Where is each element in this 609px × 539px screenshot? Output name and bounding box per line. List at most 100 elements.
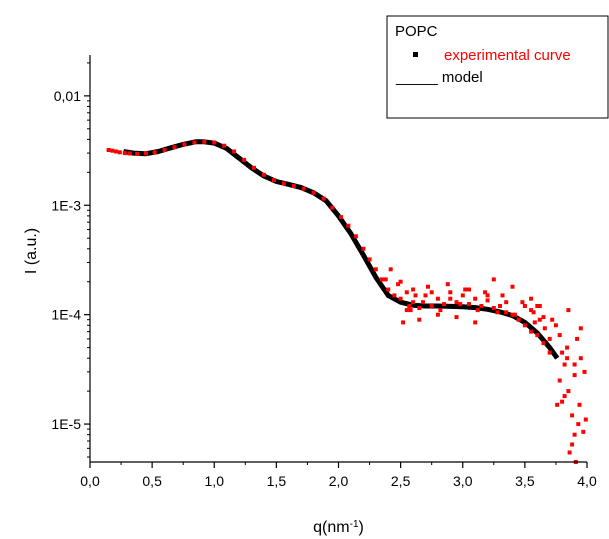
experimental-point	[572, 373, 577, 378]
experimental-point	[398, 296, 403, 301]
y-tick-label-0: 1E-5	[51, 416, 81, 432]
x-tick-label-4: 2,0	[329, 473, 349, 489]
experimental-point	[192, 140, 197, 145]
experimental-point	[570, 442, 575, 447]
experimental-point	[475, 308, 480, 313]
experimental-point	[110, 148, 115, 153]
experimental-point	[222, 143, 227, 148]
experimental-point	[421, 300, 425, 305]
experimental-point	[537, 304, 542, 308]
experimental-point	[135, 151, 140, 156]
experimental-point	[417, 317, 422, 322]
experimental-point	[117, 150, 122, 155]
x-axis-title: q(nm-1)	[313, 519, 364, 537]
experimental-point	[271, 178, 276, 183]
experimental-point	[404, 308, 409, 313]
experimental-point	[143, 151, 148, 156]
experimental-point	[346, 223, 351, 228]
experimental-point	[570, 413, 575, 418]
experimental-point	[435, 312, 440, 317]
experimental-point	[435, 296, 440, 301]
experimental-point	[212, 140, 217, 145]
x-tick-label-3: 1,5	[267, 473, 287, 489]
experimental-point	[392, 293, 397, 298]
experimental-point	[423, 293, 428, 298]
experimental-point	[566, 308, 571, 313]
experimental-point	[383, 277, 388, 282]
experimental-point	[555, 402, 560, 407]
experimental-point	[566, 389, 571, 394]
experimental-point	[467, 302, 471, 307]
experimental-point	[122, 151, 127, 156]
x-tick-label-5: 2,5	[391, 473, 411, 489]
y-tick-label-2: 1E-3	[51, 197, 81, 213]
experimental-point	[565, 356, 570, 361]
experimental-point	[572, 432, 577, 437]
x-tick-label-1: 0,5	[142, 473, 162, 489]
experimental-point	[520, 300, 525, 305]
experimental-point	[438, 308, 443, 313]
experimental-point	[542, 326, 547, 331]
experimental-point	[353, 234, 358, 239]
experimental-point	[162, 148, 167, 152]
experimental-point	[565, 345, 570, 350]
experimental-point	[467, 287, 471, 292]
experimental-point	[516, 317, 521, 322]
experimental-point	[557, 333, 562, 338]
experimental-point	[553, 323, 558, 328]
experimental-point	[567, 450, 572, 455]
experimental-point	[529, 308, 534, 313]
experimental-point	[547, 350, 552, 355]
experimental-point	[529, 296, 534, 301]
experimental-point	[429, 304, 434, 308]
experimental-point	[582, 369, 587, 374]
experimental-point	[473, 320, 478, 325]
experimental-point	[560, 399, 565, 404]
experimental-point	[401, 320, 406, 325]
experimental-point	[152, 150, 157, 155]
experimental-point	[242, 157, 247, 162]
experimental-point	[583, 417, 588, 422]
experimental-point	[398, 279, 403, 284]
experimental-point	[252, 165, 256, 170]
x-tick-label-8: 4,0	[577, 473, 597, 489]
x-tick-label-2: 1,0	[205, 473, 225, 489]
experimental-point	[114, 149, 119, 154]
experimental-point	[426, 284, 430, 289]
experimental-point	[578, 326, 583, 331]
experimental-point	[562, 394, 567, 399]
legend-title: POPC	[395, 23, 438, 40]
experimental-point	[411, 300, 416, 305]
experimental-point	[491, 277, 496, 282]
experimental-point	[380, 277, 384, 282]
experimental-point	[106, 148, 111, 152]
experimental-point	[413, 293, 418, 298]
plot-data	[106, 139, 588, 464]
experimental-point	[373, 267, 378, 272]
experimental-point	[339, 215, 343, 220]
y-axis-title: I (a.u.)	[23, 228, 40, 274]
x-axis-ticks: 0,0 0,5 1,0 1,5 2,0 2,5 3,0 3,5 4,0	[80, 462, 597, 489]
experimental-point	[321, 196, 326, 201]
experimental-point	[301, 186, 306, 191]
experimental-point	[445, 282, 450, 287]
experimental-point	[522, 323, 527, 328]
experimental-point	[429, 290, 434, 295]
experimental-point	[361, 246, 366, 251]
experimental-point	[483, 290, 488, 295]
experimental-point	[537, 317, 542, 322]
experimental-point	[491, 306, 496, 310]
experimental-point	[529, 329, 534, 334]
experimental-point	[408, 308, 413, 313]
experimental-point	[182, 142, 187, 147]
experimental-point	[202, 139, 207, 144]
experimental-point	[485, 298, 490, 303]
experimental-point	[572, 362, 577, 367]
experimental-point	[454, 315, 459, 320]
experimental-point	[498, 304, 502, 308]
experimental-point	[367, 257, 372, 262]
experimental-point	[550, 317, 555, 322]
experimental-point	[541, 341, 546, 346]
experimental-point	[404, 290, 409, 295]
